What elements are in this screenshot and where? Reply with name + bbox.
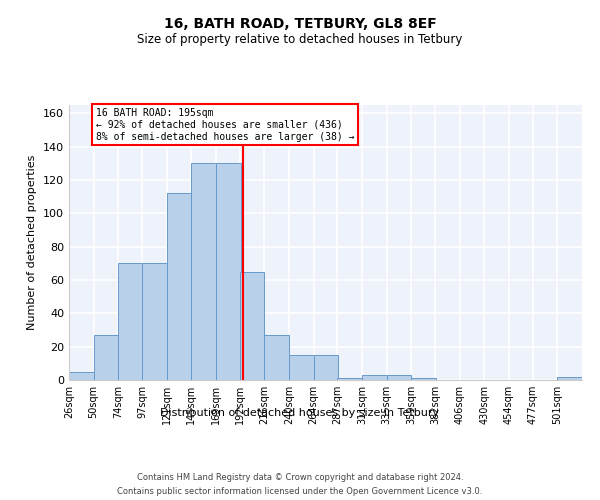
Text: Distribution of detached houses by size in Tetbury: Distribution of detached houses by size …: [160, 408, 440, 418]
Y-axis label: Number of detached properties: Number of detached properties: [28, 155, 37, 330]
Bar: [386, 375, 412, 380]
Bar: [239, 272, 265, 380]
Bar: [314, 355, 338, 380]
Bar: [362, 375, 386, 380]
Bar: [191, 164, 216, 380]
Bar: [94, 335, 118, 380]
Bar: [167, 194, 191, 380]
Text: Contains HM Land Registry data © Crown copyright and database right 2024.: Contains HM Land Registry data © Crown c…: [137, 472, 463, 482]
Bar: [265, 335, 289, 380]
Text: Size of property relative to detached houses in Tetbury: Size of property relative to detached ho…: [137, 32, 463, 46]
Bar: [142, 264, 167, 380]
Bar: [337, 378, 362, 380]
Bar: [118, 264, 143, 380]
Text: Contains public sector information licensed under the Open Government Licence v3: Contains public sector information licen…: [118, 488, 482, 496]
Text: 16, BATH ROAD, TETBURY, GL8 8EF: 16, BATH ROAD, TETBURY, GL8 8EF: [164, 18, 436, 32]
Bar: [412, 378, 436, 380]
Bar: [216, 164, 241, 380]
Text: 16 BATH ROAD: 195sqm
← 92% of detached houses are smaller (436)
8% of semi-detac: 16 BATH ROAD: 195sqm ← 92% of detached h…: [96, 108, 354, 142]
Bar: [289, 355, 314, 380]
Bar: [69, 372, 94, 380]
Bar: [557, 376, 582, 380]
